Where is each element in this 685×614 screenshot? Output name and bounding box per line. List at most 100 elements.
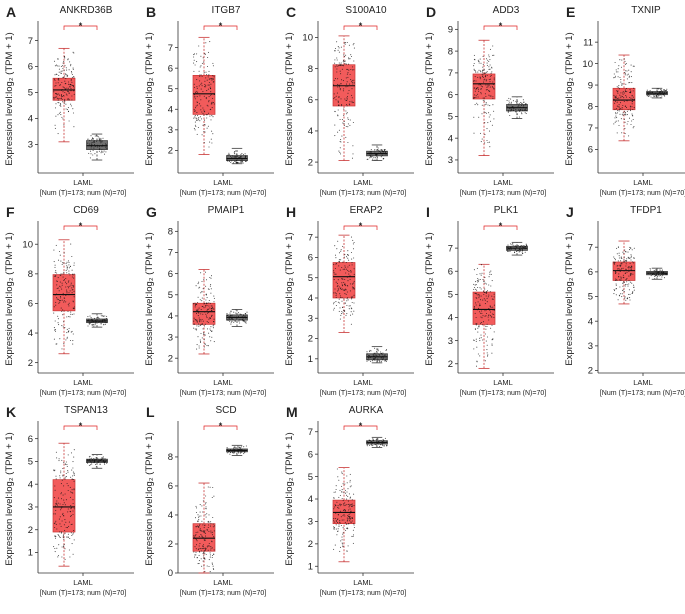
data-point	[662, 89, 664, 91]
data-point	[55, 475, 57, 477]
data-point	[245, 313, 247, 315]
data-point	[341, 282, 343, 284]
data-point	[105, 143, 107, 145]
data-point	[193, 62, 195, 64]
data-point	[339, 295, 341, 297]
data-point	[490, 327, 492, 329]
data-point	[339, 63, 341, 65]
data-point	[623, 58, 625, 60]
data-point	[377, 147, 379, 149]
data-point	[520, 112, 523, 114]
data-point	[485, 295, 487, 297]
data-point	[213, 295, 215, 297]
data-point	[58, 302, 60, 304]
data-point	[480, 337, 482, 339]
category-label: LAML	[493, 378, 513, 387]
data-point	[479, 311, 481, 313]
data-point	[73, 90, 75, 92]
data-point	[349, 119, 351, 121]
data-point	[67, 485, 69, 487]
data-point	[380, 151, 382, 153]
data-point	[195, 505, 197, 507]
data-point	[491, 339, 493, 341]
data-point	[480, 312, 482, 314]
data-point	[474, 94, 476, 96]
data-point	[72, 108, 74, 110]
data-point	[515, 250, 517, 253]
data-point	[210, 83, 212, 85]
data-point	[96, 146, 99, 148]
data-point	[345, 268, 347, 270]
data-point	[344, 492, 347, 494]
data-point	[237, 312, 240, 314]
data-point	[522, 99, 524, 101]
data-point	[231, 318, 233, 321]
data-point	[68, 267, 70, 269]
data-point	[57, 82, 59, 84]
data-point	[484, 333, 486, 335]
data-point	[208, 305, 210, 307]
data-point	[56, 547, 58, 549]
y-tick-label: 8	[448, 46, 453, 57]
data-point	[229, 449, 231, 451]
data-point	[486, 349, 488, 351]
data-point	[208, 84, 210, 86]
data-point	[631, 292, 634, 294]
data-point	[493, 313, 495, 316]
data-point	[55, 274, 57, 277]
data-point	[100, 320, 102, 322]
data-point	[380, 444, 382, 446]
data-point	[624, 297, 626, 299]
data-point	[372, 439, 374, 441]
data-point	[203, 333, 205, 335]
data-point	[65, 103, 67, 105]
data-point	[663, 271, 665, 273]
data-point	[202, 288, 204, 290]
data-point	[333, 270, 335, 272]
data-point	[343, 492, 345, 494]
data-point	[633, 107, 635, 109]
data-point	[73, 530, 75, 532]
data-point	[385, 360, 387, 362]
data-point	[380, 357, 382, 359]
y-tick-label: 6	[448, 266, 453, 277]
data-point	[337, 514, 339, 516]
data-point	[236, 156, 238, 158]
data-point	[379, 441, 381, 444]
data-point	[203, 114, 205, 116]
data-point	[647, 95, 649, 97]
data-point	[66, 283, 68, 285]
data-point	[486, 344, 488, 346]
data-point	[87, 138, 89, 140]
data-point	[198, 317, 200, 319]
data-point	[339, 261, 341, 263]
data-point	[208, 542, 210, 545]
data-point	[488, 130, 491, 132]
data-point	[73, 273, 75, 275]
data-point	[342, 59, 345, 61]
data-point	[59, 285, 61, 287]
data-point	[493, 331, 495, 333]
data-point	[630, 97, 632, 99]
data-point	[351, 94, 353, 96]
data-point	[335, 293, 337, 295]
data-point	[201, 535, 203, 537]
data-point	[367, 442, 369, 445]
gene-title: PMAIP1	[208, 205, 245, 216]
data-point	[97, 458, 99, 460]
data-point	[479, 322, 482, 324]
data-point	[211, 93, 213, 95]
data-point	[485, 80, 487, 82]
data-point	[485, 340, 487, 342]
data-point	[230, 161, 232, 163]
data-point	[333, 292, 335, 294]
data-point	[336, 92, 338, 94]
data-point	[484, 142, 486, 144]
data-point	[375, 154, 377, 156]
data-point	[234, 450, 236, 452]
data-point	[351, 535, 353, 537]
data-point	[614, 102, 616, 104]
data-point	[622, 251, 624, 253]
y-tick-label: 4	[28, 479, 33, 490]
data-point	[103, 460, 106, 462]
